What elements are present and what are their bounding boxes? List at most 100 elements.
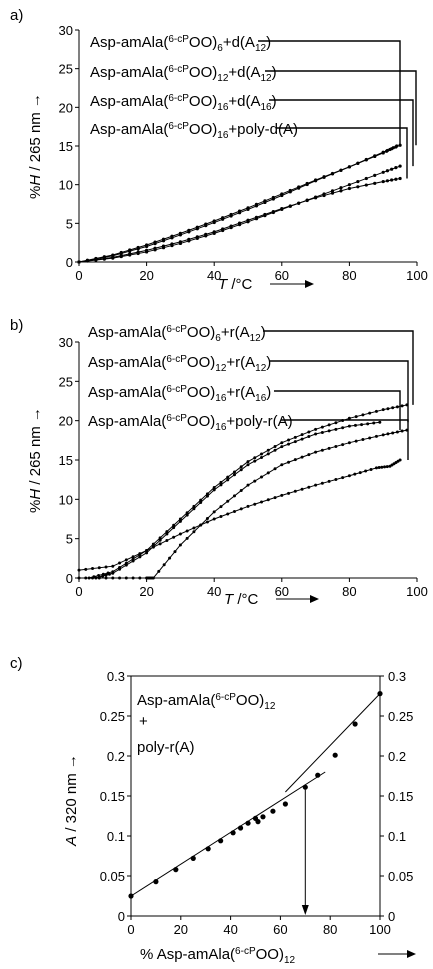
y-tick-label: 5 (66, 216, 73, 231)
data-point (320, 425, 324, 429)
data-point (151, 545, 155, 549)
data-point (192, 504, 196, 508)
data-point (287, 438, 291, 442)
subscript: 6 (215, 333, 221, 344)
break-point-arrowhead (301, 905, 309, 915)
data-point (239, 468, 243, 472)
data-point (118, 561, 122, 565)
data-point (398, 176, 402, 181)
data-point (178, 517, 182, 521)
name-part: Asp-amAla( (88, 324, 166, 341)
y-axis-label: %H / 265 nm → (27, 93, 44, 199)
axis-label-part: T (218, 276, 229, 293)
data-point (195, 235, 199, 239)
name-part: Asp-amAla( (90, 121, 168, 138)
data-point (385, 179, 390, 183)
legend-label: Asp-amAla(6-cPOO)6+r(A12) (88, 324, 266, 344)
name-part: OO) (236, 692, 264, 709)
legend-leader-line (258, 40, 401, 146)
data-point (300, 455, 304, 459)
data-point (347, 441, 351, 445)
name-part: ) (272, 64, 277, 81)
data-point (293, 435, 297, 439)
data-point (145, 551, 149, 555)
y-tick-label: 0 (118, 909, 125, 924)
data-point (320, 481, 324, 485)
data-point (390, 167, 394, 171)
x-tick-label: 100 (406, 268, 428, 283)
name-part: OO) (189, 64, 217, 81)
data-point (381, 408, 385, 412)
superscript: 6-cP (168, 34, 189, 45)
data-point (347, 474, 351, 478)
data-point (287, 491, 291, 495)
data-point (131, 576, 135, 580)
superscript: 6-cP (166, 413, 187, 424)
name-part: Asp-amAla( (137, 692, 215, 709)
data-point (330, 191, 335, 195)
data-point (205, 492, 209, 496)
data-point (366, 422, 370, 426)
superscript: 6-cP (166, 384, 187, 395)
name-part: Asp-amAla( (157, 946, 235, 963)
data-point (300, 433, 304, 437)
data-point (192, 530, 196, 534)
data-point (138, 555, 142, 559)
data-point (253, 459, 257, 463)
data-point (153, 879, 159, 885)
x-tick-label: 40 (207, 268, 221, 283)
data-point (314, 196, 318, 200)
axis-label-part: A (63, 836, 80, 847)
data-point (229, 224, 233, 228)
data-point (356, 179, 360, 184)
data-point (386, 407, 390, 411)
x-tick-label: 0 (127, 922, 134, 937)
data-point (280, 207, 284, 211)
data-point (273, 444, 277, 448)
x-tick-label: 0 (75, 268, 82, 283)
data-point (185, 511, 189, 515)
data-point (266, 498, 270, 502)
data-point (232, 473, 236, 477)
data-point (314, 179, 318, 183)
right-y-tick-label: 0.3 (388, 669, 406, 684)
data-point (107, 572, 111, 576)
data-point (246, 483, 250, 487)
annotation-plus: + (139, 713, 148, 730)
data-point (341, 426, 345, 430)
subscript: 12 (264, 701, 276, 712)
data-point (300, 437, 304, 441)
data-point (352, 721, 358, 727)
fit-line (130, 771, 326, 897)
data-point (334, 427, 338, 431)
data-point (151, 576, 155, 580)
data-point (173, 867, 179, 873)
data-point (253, 456, 257, 460)
data-point (322, 193, 326, 198)
data-point (374, 434, 378, 438)
legend-leader-line (270, 360, 409, 423)
x-axis-arrowhead (310, 595, 319, 603)
y-tick-label: 0.3 (107, 669, 125, 684)
data-point (353, 423, 357, 427)
data-point (263, 200, 267, 205)
data-point (104, 573, 108, 577)
data-point (84, 567, 88, 571)
data-point (178, 519, 182, 523)
data-point (165, 539, 169, 543)
subscript: 16 (261, 102, 273, 113)
data-point (172, 523, 176, 527)
data-point (136, 247, 140, 251)
data-point (334, 444, 338, 448)
data-point (307, 435, 311, 439)
data-point (302, 784, 308, 790)
data-point (111, 571, 115, 575)
x-tick-label: 40 (207, 584, 221, 599)
data-point (381, 170, 385, 174)
data-point (373, 181, 377, 185)
data-point (157, 569, 161, 573)
data-point (354, 439, 358, 443)
name-part: +d(A (228, 64, 260, 81)
data-point (377, 466, 381, 470)
data-point (372, 421, 376, 425)
